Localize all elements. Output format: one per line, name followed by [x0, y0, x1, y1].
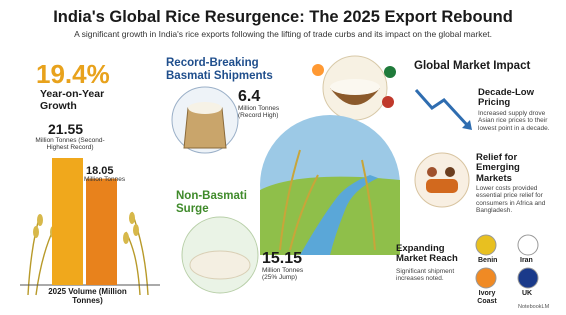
person — [427, 167, 437, 177]
flag-iran — [518, 235, 538, 255]
non-basmati-value: 15.15 — [262, 250, 302, 268]
person — [445, 167, 455, 177]
bar — [86, 179, 117, 285]
subtitle: A significant growth in India's rice exp… — [0, 30, 566, 39]
impact-heading: Global Market Impact — [414, 60, 530, 73]
non-basmati-heading: Non-Basmati Surge — [176, 190, 261, 215]
down-arrow — [416, 90, 468, 126]
country: Ivory Coast — [476, 290, 498, 305]
infographic: India's Global Rice Resurgence: The 2025… — [0, 0, 566, 315]
pricing-desc: Increased supply drove Asian rice prices… — [478, 110, 562, 132]
relief-desc: Lower costs provided essential price rel… — [476, 185, 560, 215]
country: Iran — [520, 257, 533, 265]
growth-label: Year-on-Year Growth — [40, 89, 130, 112]
rice-pile — [190, 251, 250, 279]
bag-rice — [188, 102, 222, 114]
bar-caption: Million Tonnes — [84, 176, 134, 183]
people-body — [426, 179, 458, 193]
non-basmati-caption: Million Tonnes (25% Jump) — [262, 267, 317, 281]
growth-value: 19.4% — [36, 60, 110, 89]
flag-dot — [384, 66, 396, 78]
flag-uk — [518, 268, 538, 288]
bar-axis-label: 2025 Volume (Million Tonnes) — [40, 288, 135, 306]
basmati-heading: Record-Breaking Basmati Shipments — [166, 57, 296, 82]
title: India's Global Rice Resurgence: The 2025… — [0, 8, 566, 26]
reach-desc: Significant shipment increases noted. — [396, 268, 476, 283]
body: India's Global Rice Resurgence: The 2025… — [0, 0, 566, 315]
basmati-value: 6.4 — [238, 88, 260, 106]
flag-benin — [476, 235, 496, 255]
relief-heading: Relief for Emerging Markets — [476, 153, 548, 184]
flag-ivory-coast — [476, 268, 496, 288]
bar-caption: Million Tonnes (Second-Highest Record) — [30, 137, 110, 151]
country: UK — [522, 290, 532, 298]
reach-heading: Expanding Market Reach — [396, 244, 476, 265]
bowl-rice — [330, 79, 380, 95]
bar-value: 21.55 — [48, 122, 83, 137]
basmati-caption: Million Tonnes (Record High) — [238, 105, 288, 119]
country: Benin — [478, 257, 497, 265]
flag-dot — [312, 64, 324, 76]
flag-dot — [382, 96, 394, 108]
bar — [52, 158, 83, 285]
watermark: NotebookLM — [518, 304, 549, 310]
page: html, body { margin: 0; padding: 0; } bo… — [0, 0, 566, 315]
pricing-heading: Decade-Low Pricing — [478, 88, 548, 109]
